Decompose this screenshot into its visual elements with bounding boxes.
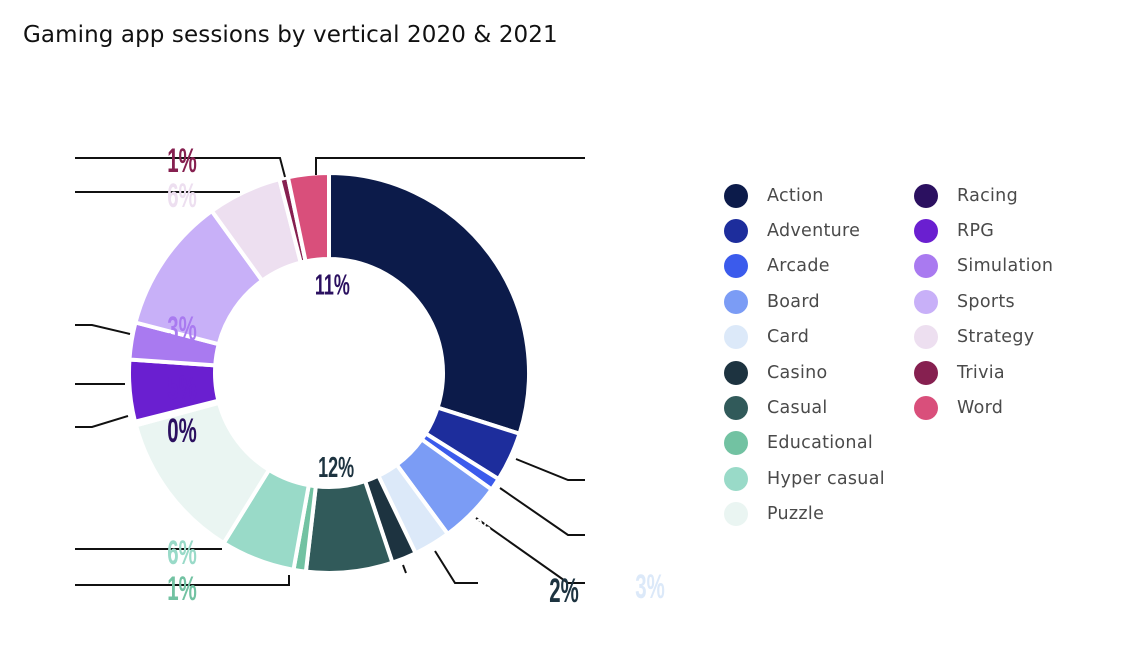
- legend-label: Adventure: [767, 221, 861, 242]
- data-label-racing: 0%: [167, 412, 197, 450]
- legend-item-casual: Casual: [724, 390, 914, 425]
- leader-line-board: [475, 517, 585, 584]
- data-label-puzzle: 12%: [318, 452, 354, 484]
- legend-item-board: Board: [724, 284, 914, 319]
- leader-line-adventure: [515, 458, 585, 481]
- legend: Action Adventure Arcade Board Card Casino Casu…: [724, 178, 1074, 532]
- legend-label: Card: [767, 327, 810, 348]
- legend-label: Casual: [767, 398, 828, 419]
- legend-swatch: [724, 219, 748, 244]
- legend-item-word: Word: [914, 390, 1074, 425]
- legend-swatch: [724, 431, 748, 456]
- legend-item-sports: Sports: [914, 284, 1074, 319]
- donut-chart: 30%4%1%5%3%2%7%1%6%12%0%5%3%11%6%1%3%: [75, 142, 665, 610]
- legend-swatch: [724, 502, 748, 527]
- legend-label: Racing: [957, 185, 1018, 206]
- legend-swatch: [914, 183, 938, 208]
- data-labels: 30%4%1%5%3%2%7%1%6%12%0%5%3%11%6%1%3%: [167, 142, 665, 610]
- legend-swatch: [724, 396, 748, 421]
- data-label-casino: 2%: [549, 572, 579, 610]
- legend-label: Casino: [767, 362, 828, 383]
- legend-swatch: [914, 254, 938, 279]
- data-label-strategy: 6%: [167, 177, 197, 215]
- legend-label: Trivia: [957, 362, 1005, 383]
- legend-swatch: [914, 219, 938, 244]
- legend-swatch: [724, 466, 748, 491]
- legend-label: Word: [957, 398, 1004, 419]
- legend-item-hyper-casual: Hyper casual: [724, 461, 914, 496]
- data-label-simulation: 3%: [167, 310, 197, 348]
- leader-line-card: [434, 550, 478, 584]
- leader-line-word: [315, 157, 585, 175]
- legend-swatch: [724, 325, 748, 350]
- legend-label: RPG: [957, 221, 995, 242]
- data-label-educational: 1%: [167, 570, 197, 608]
- data-label-action: 30%: [571, 265, 607, 297]
- legend-item-arcade: Arcade: [724, 249, 914, 284]
- data-label-casual: 7%: [465, 514, 491, 546]
- legend-item-racing: Racing: [914, 178, 1074, 213]
- legend-label: Educational: [767, 433, 874, 454]
- legend-swatch: [724, 183, 748, 208]
- legend-swatch: [724, 254, 748, 279]
- legend-item-puzzle: Puzzle: [724, 497, 914, 532]
- legend-swatch: [914, 325, 938, 350]
- legend-item-action: Action: [724, 178, 914, 213]
- legend-swatch: [914, 396, 938, 421]
- legend-label: Strategy: [957, 327, 1035, 348]
- legend-label: Hyper casual: [767, 468, 885, 489]
- legend-swatch: [724, 360, 748, 385]
- leader-line-arcade: [499, 487, 585, 536]
- leader-line-casino: [402, 564, 407, 574]
- legend-item-casino: Casino: [724, 355, 914, 390]
- leader-line-trivia: [75, 157, 286, 178]
- legend-label: Action: [767, 185, 824, 206]
- legend-label: Arcade: [767, 256, 830, 277]
- legend-item-trivia: Trivia: [914, 355, 1074, 390]
- leader-line-simulation: [75, 324, 131, 335]
- legend-label: Board: [767, 291, 820, 312]
- legend-item-educational: Educational: [724, 426, 914, 461]
- legend-item-adventure: Adventure: [724, 213, 914, 248]
- data-label-card: 3%: [635, 568, 665, 606]
- data-label-trivia: 1%: [167, 142, 197, 180]
- chart-title: Gaming app sessions by vertical 2020 & 2…: [23, 22, 558, 48]
- legend-item-strategy: Strategy: [914, 320, 1074, 355]
- legend-item-rpg: RPG: [914, 213, 1074, 248]
- legend-swatch: [914, 289, 938, 314]
- legend-item-simulation: Simulation: [914, 249, 1074, 284]
- legend-label: Puzzle: [767, 504, 825, 525]
- leader-line-educational: [75, 575, 290, 586]
- legend-label: Sports: [957, 291, 1015, 312]
- legend-swatch: [914, 360, 938, 385]
- slice-word: [285, 170, 331, 264]
- data-label-sports: 11%: [315, 269, 350, 301]
- legend-item-card: Card: [724, 320, 914, 355]
- legend-label: Simulation: [957, 256, 1054, 277]
- donut-slices: [127, 170, 531, 575]
- data-label-hyper-casual: 6%: [167, 534, 197, 572]
- slice-action: [327, 170, 531, 437]
- legend-swatch: [724, 289, 748, 314]
- leader-lines: [75, 157, 585, 586]
- leader-line-racing: [75, 415, 129, 428]
- data-label-rpg: 5%: [167, 369, 197, 407]
